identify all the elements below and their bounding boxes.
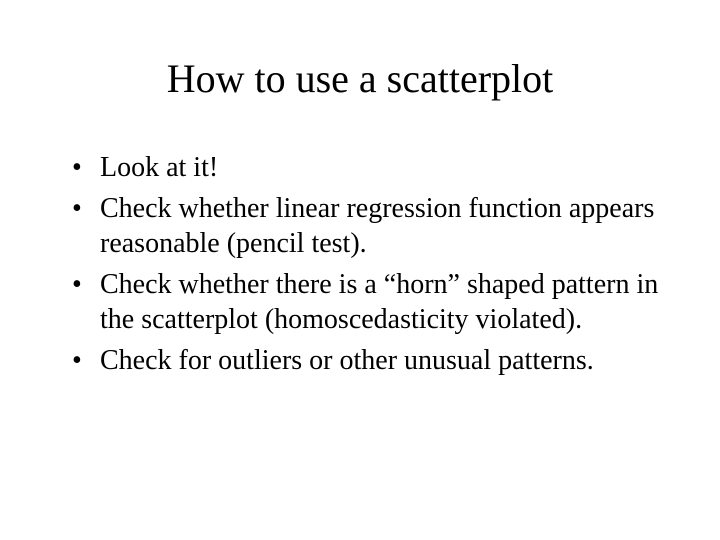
bullet-item: Look at it!: [72, 150, 660, 185]
bullet-list: Look at it! Check whether linear regress…: [60, 150, 660, 378]
bullet-item: Check for outliers or other unusual patt…: [72, 343, 660, 378]
bullet-item: Check whether there is a “horn” shaped p…: [72, 267, 660, 337]
slide-title: How to use a scatterplot: [60, 55, 660, 102]
bullet-item: Check whether linear regression function…: [72, 191, 660, 261]
